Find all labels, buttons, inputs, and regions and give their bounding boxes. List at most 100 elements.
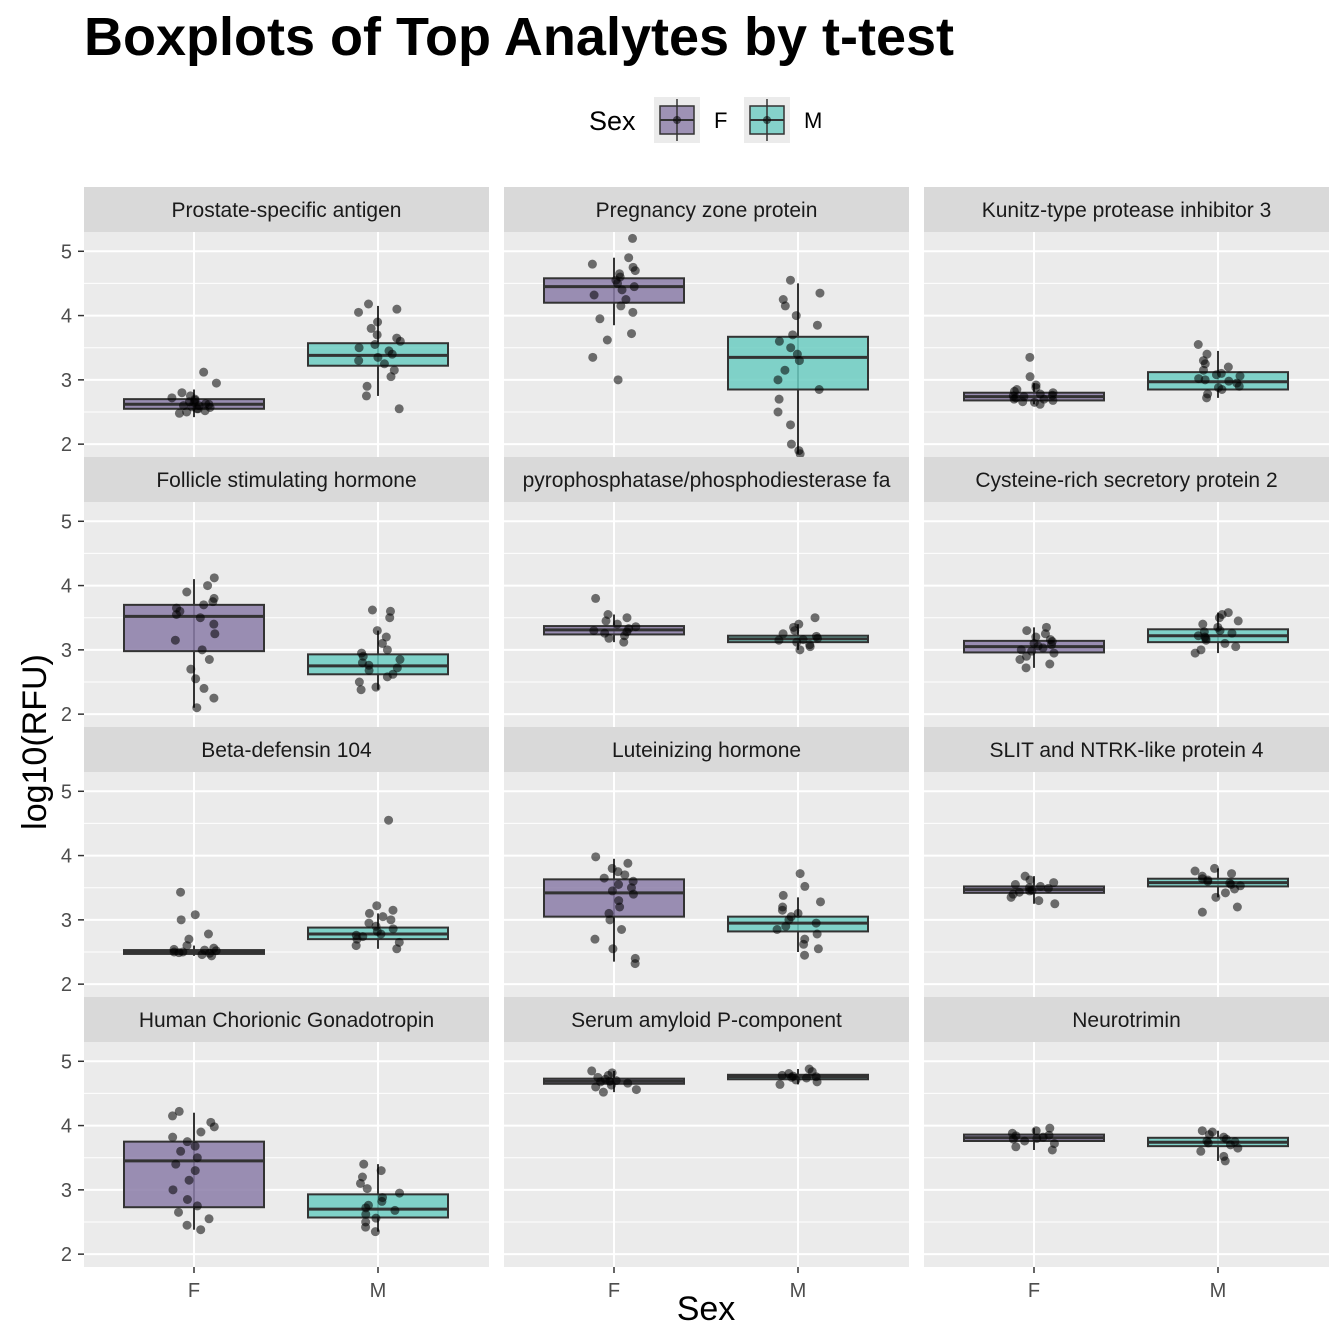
data-point [366,323,376,333]
data-point [1031,1126,1041,1136]
data-point [1008,391,1018,401]
box-m [727,275,869,459]
data-point [1043,883,1053,893]
data-point [371,682,381,692]
data-point [614,880,624,889]
box-m [1147,863,1289,917]
facet-panel: pyrophosphatase/phosphodiesterase fa [504,457,909,727]
strip-background [84,997,489,1042]
data-point [194,401,204,411]
strip-label: SLIT and NTRK-like protein 4 [990,739,1264,762]
data-point [1200,375,1210,385]
data-point [1198,619,1208,629]
box-m [307,605,449,695]
y-tick-label: 2 [61,974,72,996]
data-point [1219,1132,1229,1142]
data-point [177,388,187,398]
y-tick-label: 4 [61,576,72,598]
y-tick-label: 2 [61,704,72,726]
data-point [199,683,209,693]
data-point [354,356,364,366]
data-point [378,1193,388,1203]
data-point [786,439,796,449]
data-point [788,330,798,340]
data-point [1014,887,1024,897]
data-point [786,420,796,430]
data-point [795,645,805,655]
data-point [1213,383,1223,393]
x-tick-label: M [790,1280,807,1302]
y-tick-label: 5 [61,781,72,803]
data-point [205,403,215,412]
data-point [774,635,784,645]
facet-panel: Prostate-specific antigen 2 3 4 5 [61,187,489,457]
data-point [791,311,801,321]
data-point [203,581,213,591]
data-point [591,852,601,862]
data-point [203,929,213,939]
data-point [357,1172,367,1182]
data-point [620,870,630,880]
data-point [1227,628,1237,638]
data-point [1196,1146,1206,1156]
facet-panel: Kunitz-type protease inhibitor 3 [924,187,1329,457]
strip-label: pyrophosphatase/phosphodiesterase fa [523,469,891,492]
data-point [192,1201,202,1211]
data-point [1227,869,1237,879]
data-point [773,407,783,417]
y-tick-label: 3 [61,640,72,662]
data-point [356,685,366,695]
data-point [792,349,802,359]
box-m [307,299,449,414]
strip-background [924,457,1329,502]
box-m [307,1159,449,1237]
data-point [607,886,617,896]
data-point [168,1132,178,1142]
data-point [392,663,402,673]
data-point [1049,648,1059,658]
legend-title: Sex [589,106,636,136]
data-point [1231,642,1241,652]
data-point [168,1185,178,1195]
y-tick-label: 4 [61,846,72,868]
data-point [1035,881,1045,891]
data-point [1035,389,1045,399]
data-point [394,404,404,414]
data-point [811,918,821,928]
data-point [388,905,398,915]
data-point [1020,1136,1030,1146]
data-point [1235,371,1245,381]
data-point [362,1184,372,1194]
facet-panel: Serum amyloid P-component F M [504,997,909,1302]
data-point [607,1068,617,1078]
data-point [395,1188,405,1198]
y-tick-label: 2 [61,1244,72,1266]
data-point [197,645,207,655]
box-m [727,1064,869,1089]
data-point [204,1214,214,1224]
data-point [392,333,402,343]
data-point [384,815,394,825]
data-point [622,613,632,623]
data-point [192,703,202,713]
y-tick-label: 5 [61,511,72,533]
data-point [628,262,638,272]
data-point [1034,896,1044,906]
data-point [616,301,626,311]
data-point [379,359,389,369]
data-point [785,275,795,285]
data-point [210,629,220,639]
strip-label: Cysteine-rich secretory protein 2 [975,469,1277,492]
data-point [190,1166,200,1176]
data-point [590,934,600,944]
data-point [611,1076,621,1086]
x-tick-label: F [608,1280,620,1302]
data-point [1029,397,1039,407]
data-point [589,626,599,636]
data-point [778,295,788,304]
strip-background [924,187,1329,232]
data-point [1226,880,1236,889]
data-point [810,613,820,623]
data-point [621,295,631,304]
panel-background [924,1042,1329,1267]
